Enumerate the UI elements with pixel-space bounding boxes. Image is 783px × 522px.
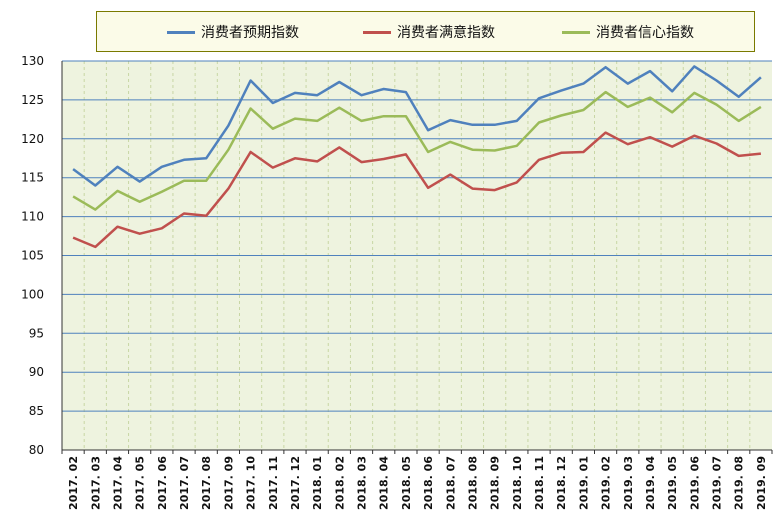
x-tick-label: 2017. 07 bbox=[178, 456, 191, 510]
y-tick-label: 85 bbox=[29, 404, 44, 418]
x-tick-label: 2019. 06 bbox=[688, 456, 701, 510]
legend: 消费者预期指数 消费者满意指数 消费者信心指数 bbox=[96, 11, 755, 52]
legend-item-satisfaction: 消费者满意指数 bbox=[363, 24, 495, 41]
y-tick-label: 115 bbox=[21, 171, 44, 185]
y-tick-label: 130 bbox=[21, 54, 44, 68]
legend-label-satisfaction: 消费者满意指数 bbox=[397, 25, 495, 41]
x-tick-label: 2019. 04 bbox=[644, 456, 657, 510]
x-tick-label: 2017. 05 bbox=[134, 456, 147, 510]
x-tick-label: 2019. 02 bbox=[600, 456, 613, 510]
series-line-2 bbox=[72, 90, 762, 211]
x-tick-label: 2017. 04 bbox=[111, 456, 124, 510]
x-tick-label: 2019. 03 bbox=[622, 456, 635, 510]
x-tick-label: 2017. 10 bbox=[245, 456, 258, 510]
x-tick-label: 2017. 06 bbox=[156, 456, 169, 510]
x-tick-label: 2018. 02 bbox=[333, 456, 346, 510]
x-tick-label: 2018. 09 bbox=[489, 456, 502, 510]
x-tick-label: 2018. 01 bbox=[311, 456, 324, 510]
x-tick-label: 2017. 11 bbox=[267, 456, 280, 510]
y-tick-label: 120 bbox=[21, 132, 44, 146]
legend-swatch-confidence bbox=[562, 30, 590, 34]
x-tick-label: 2017. 02 bbox=[67, 456, 80, 510]
x-tick-label: 2018. 07 bbox=[444, 456, 457, 510]
y-tick-label: 95 bbox=[29, 326, 44, 340]
x-tick-label: 2018. 03 bbox=[356, 456, 369, 510]
legend-item-expectation: 消费者预期指数 bbox=[167, 24, 299, 41]
legend-swatch-expectation bbox=[167, 30, 195, 34]
x-tick-label: 2019. 01 bbox=[577, 456, 590, 510]
y-tick-label: 80 bbox=[29, 443, 44, 457]
y-tick-label: 110 bbox=[21, 210, 44, 224]
x-tick-label: 2018. 10 bbox=[511, 456, 524, 510]
x-tick-label: 2018. 04 bbox=[378, 456, 391, 510]
x-tick-label: 2019. 05 bbox=[666, 456, 679, 510]
x-tick-label: 2019. 09 bbox=[755, 456, 768, 510]
x-tick-label: 2018. 05 bbox=[400, 456, 413, 510]
y-tick-label: 105 bbox=[21, 249, 44, 263]
x-tick-label: 2017. 12 bbox=[289, 456, 302, 510]
y-tick-label: 90 bbox=[29, 365, 44, 379]
x-tick-label: 2018. 11 bbox=[533, 456, 546, 510]
x-tick-label: 2018. 12 bbox=[555, 456, 568, 510]
x-tick-label: 2017. 08 bbox=[200, 456, 213, 510]
legend-item-confidence: 消费者信心指数 bbox=[562, 24, 694, 41]
x-tick-label: 2018. 08 bbox=[466, 456, 479, 510]
y-tick-label: 100 bbox=[21, 287, 44, 301]
x-tick-label: 2019. 08 bbox=[733, 456, 746, 510]
series-line-1 bbox=[72, 131, 762, 249]
x-tick-label: 2018. 06 bbox=[422, 456, 435, 510]
legend-swatch-satisfaction bbox=[363, 30, 391, 34]
legend-label-confidence: 消费者信心指数 bbox=[596, 25, 694, 41]
x-tick-label: 2019. 07 bbox=[711, 456, 724, 510]
x-tick-label: 2017. 03 bbox=[89, 456, 102, 510]
y-tick-label: 125 bbox=[21, 93, 44, 107]
series-line-0 bbox=[72, 65, 762, 187]
legend-label-expectation: 消费者预期指数 bbox=[201, 25, 299, 41]
x-tick-label: 2017. 09 bbox=[222, 456, 235, 510]
